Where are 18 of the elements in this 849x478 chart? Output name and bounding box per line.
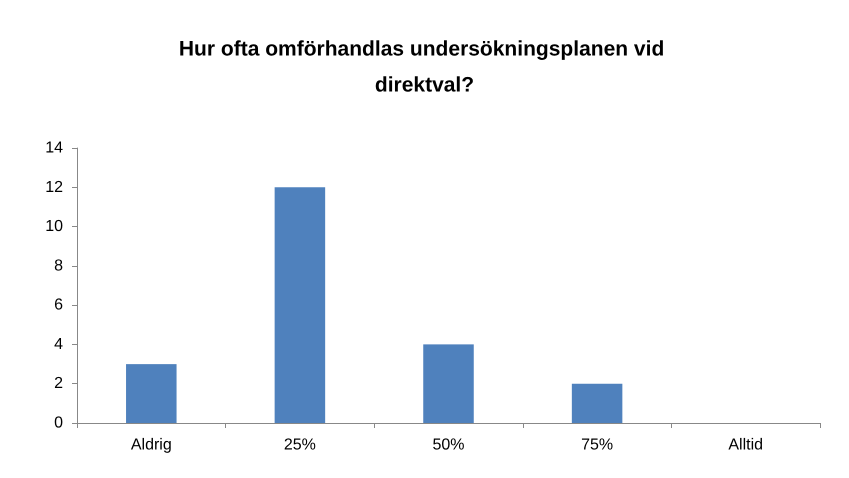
y-tick-label: 2: [54, 375, 64, 392]
y-tick-label: 10: [45, 218, 64, 236]
x-tick-label: 25%: [284, 436, 316, 454]
x-tick-label: Aldrig: [130, 436, 172, 454]
y-tick-label: 4: [54, 336, 64, 353]
chart-title: Hur ofta omförhandlas undersökningsplanen vid direktval?: [178, 38, 670, 96]
bar: [423, 344, 474, 423]
x-tick-label: 75%: [581, 436, 614, 454]
x-tick-label: 50%: [432, 436, 465, 454]
y-tick-label: 0: [54, 414, 64, 432]
y-tick-label: 14: [45, 140, 64, 156]
x-tick-label: Alltid: [728, 436, 764, 454]
bar: [572, 384, 622, 423]
bar: [126, 364, 177, 423]
y-tick-label: 12: [45, 178, 64, 196]
y-tick-label: 6: [54, 296, 64, 314]
bar: [274, 187, 326, 423]
y-tick-label: 8: [54, 257, 64, 274]
